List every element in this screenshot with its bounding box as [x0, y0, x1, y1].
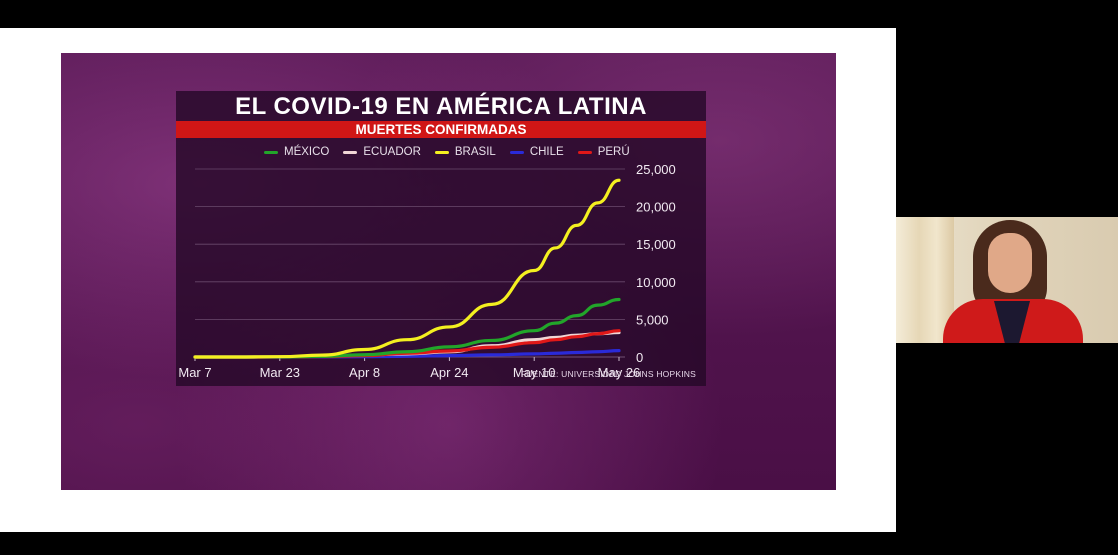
y-tick-label: 10,000: [636, 275, 676, 290]
chart-legend: MÉXICO ECUADOR BRASIL CHILE PERÚ: [264, 145, 630, 159]
chart-subtitle: MUERTES CONFIRMADAS: [176, 121, 706, 138]
legend-swatch-mexico: [264, 150, 278, 154]
chart-panel: 0 5,000 10,000 15,000 20,000 25,000 Mar 7 Mar 2…: [176, 91, 706, 386]
chart-source: FUENTE: UNIVERSIDAD JOHNS HOPKINS: [520, 369, 696, 379]
legend-label-brasil: BRASIL: [454, 146, 496, 158]
y-tick-label: 15,000: [636, 237, 676, 252]
legend-label-chile: CHILE: [529, 146, 564, 158]
y-tick-label: 25,000: [636, 162, 676, 177]
shared-screen: 0 5,000 10,000 15,000 20,000 25,000 Mar 7 Mar 2…: [0, 28, 896, 532]
legend-label-mexico: MÉXICO: [284, 146, 330, 158]
x-tick-label: May 26: [598, 365, 641, 380]
legend-label-peru: PERÚ: [597, 146, 630, 158]
legend-item-brasil: BRASIL: [434, 146, 496, 158]
legend-swatch-brasil: [434, 150, 449, 154]
legend-swatch-ecuador: [343, 150, 358, 154]
presenter-video[interactable]: [896, 217, 1118, 343]
legend-label-ecuador: ECUADOR: [363, 146, 421, 158]
presentation-slide: 0 5,000 10,000 15,000 20,000 25,000 Mar 7 Mar 2…: [61, 53, 836, 490]
series-line-mexico: [193, 297, 621, 359]
legend-item-mexico: MÉXICO: [264, 146, 329, 158]
x-tick-label: Apr 24: [430, 365, 468, 380]
x-tick-label: Apr 8: [349, 365, 380, 380]
presenter-face: [988, 233, 1032, 293]
chart-title: EL COVID-19 EN AMÉRICA LATINA: [235, 93, 647, 120]
curtain-image: [896, 217, 954, 343]
x-tick-label: Mar 7: [178, 365, 211, 380]
legend-item-peru: PERÚ: [577, 146, 630, 158]
y-tick-label: 20,000: [636, 200, 676, 215]
legend-swatch-chile: [509, 150, 524, 154]
legend-swatch-peru: [577, 150, 592, 154]
y-tick-label: 5,000: [636, 312, 669, 327]
x-tick-label: Mar 23: [260, 365, 300, 380]
series-line-brasil: [193, 178, 621, 359]
x-tick-label: May 10: [513, 365, 556, 380]
legend-item-ecuador: ECUADOR: [343, 146, 421, 158]
y-tick-label: 0: [636, 350, 643, 365]
legend-item-chile: CHILE: [509, 146, 564, 158]
chart-svg: 0 5,000 10,000 15,000 20,000 25,000 Mar 7 Mar 2…: [178, 162, 676, 380]
